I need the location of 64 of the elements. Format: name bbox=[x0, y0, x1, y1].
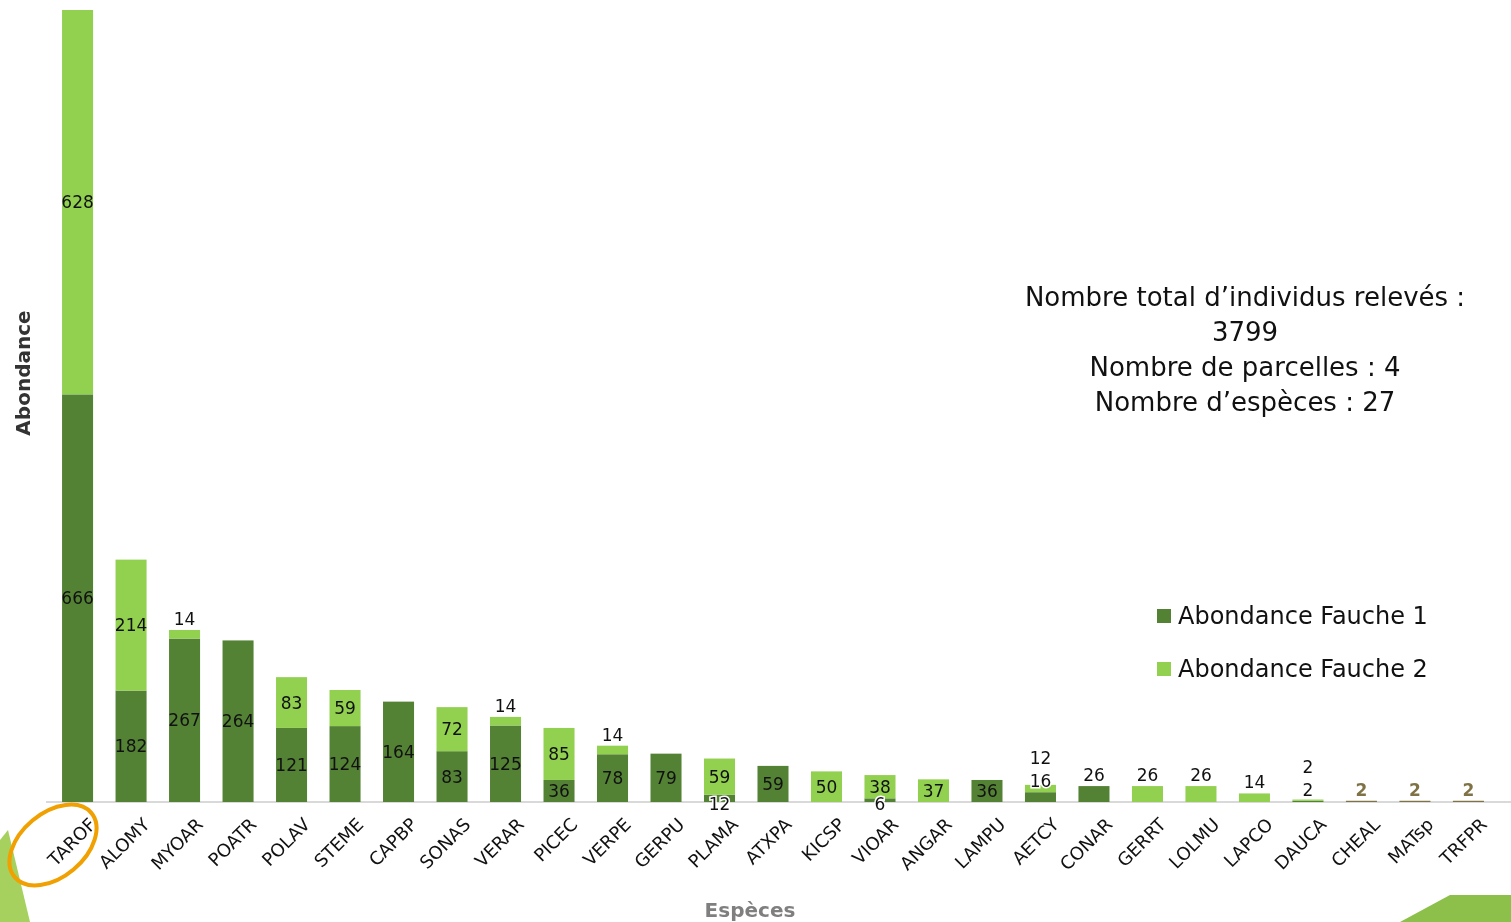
data-label: 78 bbox=[601, 768, 624, 789]
bar bbox=[1238, 793, 1270, 802]
bar bbox=[490, 716, 522, 726]
data-label: 14 bbox=[601, 724, 624, 745]
bar bbox=[276, 727, 308, 802]
data-label: 14 bbox=[494, 695, 517, 716]
data-label: 666 bbox=[61, 588, 94, 609]
bar bbox=[1024, 792, 1056, 802]
data-label: 83 bbox=[441, 766, 463, 787]
annotation: Nombre de parcelles : 4 bbox=[1089, 352, 1401, 382]
bar bbox=[436, 751, 468, 802]
bar bbox=[276, 677, 308, 728]
data-label: 214 bbox=[114, 615, 148, 636]
data-label: 2 bbox=[1462, 779, 1475, 800]
data-label: 37 bbox=[922, 780, 945, 801]
bar bbox=[115, 690, 147, 802]
data-label: 59 bbox=[762, 773, 784, 794]
data-label: 59 bbox=[708, 766, 731, 787]
data-label: 85 bbox=[548, 743, 570, 764]
bar bbox=[62, 10, 94, 395]
x-axis-title: Espèces bbox=[704, 898, 796, 922]
data-label: 121 bbox=[275, 754, 308, 775]
data-label: 2 bbox=[1409, 779, 1421, 800]
annotation: Nombre d’espèces : 27 bbox=[1094, 387, 1396, 417]
bar bbox=[650, 753, 682, 802]
data-label: 267 bbox=[168, 710, 201, 731]
data-label: 628 bbox=[61, 192, 94, 213]
data-label: 26 bbox=[1136, 765, 1159, 786]
data-label: 36 bbox=[548, 780, 570, 801]
data-label: 2 bbox=[1302, 779, 1314, 800]
y-axis-title: Abondance bbox=[11, 310, 35, 436]
data-label: 79 bbox=[655, 767, 677, 788]
data-label: 83 bbox=[280, 692, 303, 713]
legend-label: Abondance Fauche 2 bbox=[1178, 655, 1428, 683]
data-label: 182 bbox=[114, 736, 148, 757]
bar bbox=[1131, 786, 1163, 802]
bar bbox=[1185, 786, 1217, 802]
data-label: 26 bbox=[1190, 765, 1212, 786]
bar bbox=[436, 707, 468, 752]
bar bbox=[169, 630, 201, 639]
bar bbox=[169, 638, 201, 802]
legend-label: Abondance Fauche 1 bbox=[1178, 602, 1428, 630]
data-label: 2 bbox=[1355, 779, 1368, 800]
data-label: 38 bbox=[869, 776, 891, 797]
data-label: 12 bbox=[1029, 748, 1052, 769]
data-label: 50 bbox=[815, 776, 838, 797]
bar bbox=[543, 727, 575, 780]
data-label: 14 bbox=[173, 609, 196, 630]
bar bbox=[222, 640, 254, 802]
annotation: Nombre total d’individus relevés : 3799 bbox=[1024, 282, 1466, 347]
bar bbox=[597, 754, 629, 802]
data-label: 125 bbox=[489, 753, 522, 774]
data-label: 72 bbox=[441, 719, 463, 740]
data-label: 164 bbox=[382, 741, 415, 762]
data-label: 2 bbox=[1302, 756, 1314, 777]
data-label: 26 bbox=[1083, 765, 1105, 786]
data-label: 59 bbox=[334, 698, 356, 719]
data-label: 14 bbox=[1243, 772, 1266, 793]
data-label: 36 bbox=[976, 780, 998, 801]
bar bbox=[1078, 786, 1110, 802]
bar bbox=[490, 725, 522, 802]
bar bbox=[115, 559, 147, 691]
bar bbox=[597, 745, 629, 755]
bar bbox=[383, 701, 415, 802]
